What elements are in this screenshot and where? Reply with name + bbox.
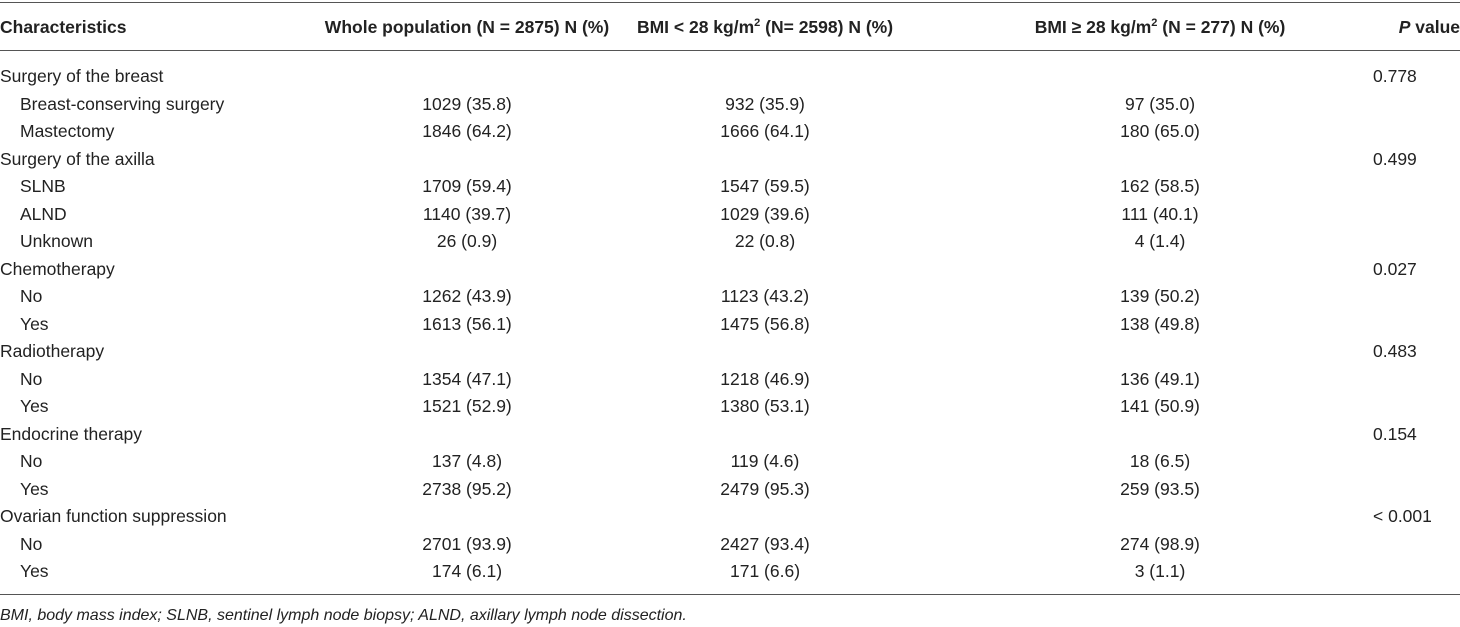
cell: 137 (4.8) <box>431 451 503 471</box>
header-cell: BMI ≥ 28 kg/m2 (N = 277) N (%) <box>1035 16 1286 38</box>
group-label: Chemotherapy <box>0 258 115 279</box>
cell: 1846 (64.2) <box>422 121 512 141</box>
group-label: Ovarian function suppression <box>0 506 227 526</box>
row-label: Yes <box>20 478 49 499</box>
header-text: P <box>1398 17 1411 37</box>
cell: 26 (0.9) <box>436 231 498 251</box>
cell: 18 (6.5) <box>1129 451 1191 471</box>
superscript: 2 <box>754 17 761 30</box>
group-label: Endocrine therapy <box>0 423 143 444</box>
cell: 174 (6.1) <box>431 561 503 581</box>
row-label: Breast-conserving surgery <box>20 93 225 114</box>
cell: 1218 (46.9) <box>720 368 810 389</box>
row-label: Yes <box>20 561 49 581</box>
cell: 2427 (93.4) <box>720 533 810 554</box>
row-label: No <box>20 368 43 389</box>
cell: 1123 (43.2) <box>720 286 810 306</box>
top-rule <box>0 2 1460 3</box>
cell: 22 (0.8) <box>734 231 796 251</box>
cell: 136 (49.1) <box>1120 368 1200 389</box>
cell: 97 (35.0) <box>1124 93 1196 114</box>
superscript: 2 <box>1151 17 1158 30</box>
header-text: BMI ≥ 28 kg/m <box>1034 17 1152 37</box>
group-label: Surgery of the axilla <box>0 148 155 169</box>
group-label: Surgery of the breast <box>0 66 164 86</box>
cell: 2701 (93.9) <box>422 533 512 554</box>
cell: 1666 (64.1) <box>720 121 810 141</box>
p-value: 0.027 <box>1373 258 1417 279</box>
row-label: Mastectomy <box>20 121 115 141</box>
header-text: (N= 2598) N (%) <box>760 17 894 37</box>
cell: 1380 (53.1) <box>720 396 810 416</box>
cell: 1262 (43.9) <box>422 286 512 306</box>
cell: 2738 (95.2) <box>422 478 512 499</box>
cell: 274 (98.9) <box>1120 533 1200 554</box>
p-value: 0.778 <box>1373 66 1417 86</box>
cell: 1029 (39.6) <box>720 203 810 224</box>
cell: 141 (50.9) <box>1120 396 1200 416</box>
cell: 3 (1.1) <box>1134 561 1186 581</box>
p-value: 0.154 <box>1373 423 1417 444</box>
cell: 139 (50.2) <box>1120 286 1200 306</box>
header-cell: BMI < 28 kg/m2 (N= 2598) N (%) <box>637 16 893 38</box>
cell: 932 (35.9) <box>725 93 805 114</box>
row-label: Yes <box>20 396 49 416</box>
row-label: ALND <box>20 203 67 224</box>
cell: 259 (93.5) <box>1120 478 1200 499</box>
row-label: SLNB <box>20 176 66 196</box>
row-label: Yes <box>20 313 49 334</box>
cell: 138 (49.8) <box>1120 313 1200 334</box>
cell: 1140 (39.7) <box>422 203 512 224</box>
header-text: BMI < 28 kg/m <box>636 17 755 37</box>
group-label: Radiotherapy <box>0 341 105 361</box>
header-cell: Whole population (N = 2875) N (%) <box>324 17 610 37</box>
cell: 171 (6.6) <box>729 561 801 581</box>
p-value: 0.483 <box>1373 341 1417 361</box>
header-rule <box>0 50 1460 51</box>
cell: 180 (65.0) <box>1120 121 1200 141</box>
header-cell: P value <box>1399 16 1460 38</box>
cell: 1029 (35.8) <box>422 93 512 114</box>
row-label: Unknown <box>20 231 93 251</box>
cell: 1709 (59.4) <box>422 176 512 196</box>
footnote: BMI, body mass index; SLNB, sentinel lym… <box>0 607 687 624</box>
row-label: No <box>20 533 43 554</box>
cell: 4 (1.4) <box>1134 231 1186 251</box>
p-value: 0.499 <box>1373 148 1417 169</box>
bottom-rule <box>0 594 1460 595</box>
p-value: < 0.001 <box>1373 506 1432 526</box>
row-label: No <box>20 451 43 471</box>
cell: 1521 (52.9) <box>422 396 512 416</box>
cell: 1354 (47.1) <box>422 368 512 389</box>
cell: 1613 (56.1) <box>422 313 512 334</box>
cell: 111 (40.1) <box>1121 203 1199 224</box>
cell: 162 (58.5) <box>1120 176 1200 196</box>
header-cell: Characteristics <box>0 17 127 37</box>
cell: 1475 (56.8) <box>720 313 810 334</box>
cell: 2479 (95.3) <box>720 478 810 499</box>
cell: 119 (4.6) <box>730 451 800 471</box>
cell: 1547 (59.5) <box>720 176 810 196</box>
row-label: No <box>20 286 43 306</box>
header-text: (N = 277) N (%) <box>1157 17 1286 37</box>
header-text: value <box>1410 17 1460 37</box>
